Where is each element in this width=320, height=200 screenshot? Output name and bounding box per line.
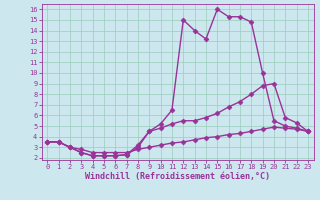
X-axis label: Windchill (Refroidissement éolien,°C): Windchill (Refroidissement éolien,°C) <box>85 172 270 181</box>
